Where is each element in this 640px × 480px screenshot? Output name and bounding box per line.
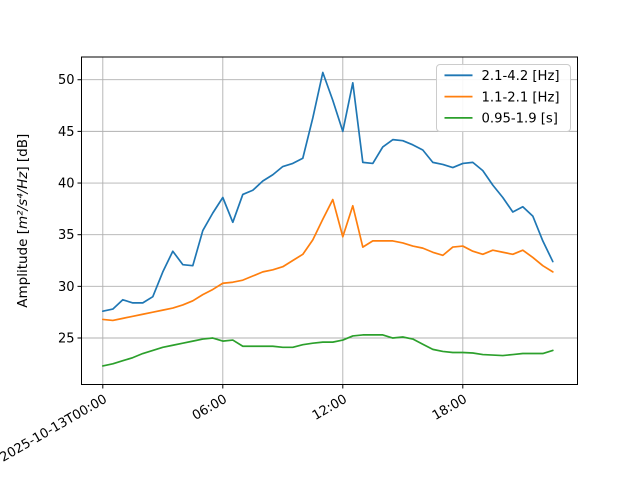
legend: 2.1-4.2 [Hz] 1.1-2.1 [Hz] 0.95-1.9 [s] (436, 64, 571, 132)
y-tick-label: 45 (58, 125, 75, 140)
series-line-0 (101, 71, 554, 312)
x-tick-label: 2025-10-13T00:00 (0, 392, 110, 465)
x-tick-label: 06:00 (190, 392, 230, 424)
series-line-1 (101, 198, 554, 322)
x-tick-label: 18:00 (430, 392, 470, 424)
y-axis-label: Amplitude [m²/s⁴/Hz] [dB] (15, 134, 31, 308)
grid-lines (81, 57, 578, 385)
legend-label: 1.1-2.1 [Hz] (482, 90, 560, 105)
y-axis-label-part: ] [dB] (15, 134, 31, 172)
y-tick-label: 30 (58, 280, 75, 295)
x-tick-labels: 2025-10-13T00:00 06:00 12:00 18:00 (0, 392, 470, 465)
legend-box (436, 64, 571, 132)
y-axis-label-part: m²/s⁴/Hz (15, 171, 31, 229)
x-tick-label: 12:00 (310, 392, 350, 424)
y-tick-label: 50 (58, 73, 75, 88)
series-lines (101, 71, 554, 367)
plot-border (81, 56, 578, 385)
legend-label: 0.95-1.9 [s] (482, 112, 558, 127)
series-line-2 (101, 334, 554, 367)
y-tick-label: 25 (58, 332, 75, 347)
legend-label: 2.1-4.2 [Hz] (482, 69, 560, 84)
y-axis-label-part: Amplitude [ (15, 229, 31, 308)
tick-marks (77, 79, 464, 389)
axes-spines (81, 56, 578, 385)
y-tick-label: 35 (58, 228, 75, 243)
y-tick-labels: 25 30 35 40 45 50 (58, 73, 75, 346)
y-tick-label: 40 (58, 177, 75, 192)
